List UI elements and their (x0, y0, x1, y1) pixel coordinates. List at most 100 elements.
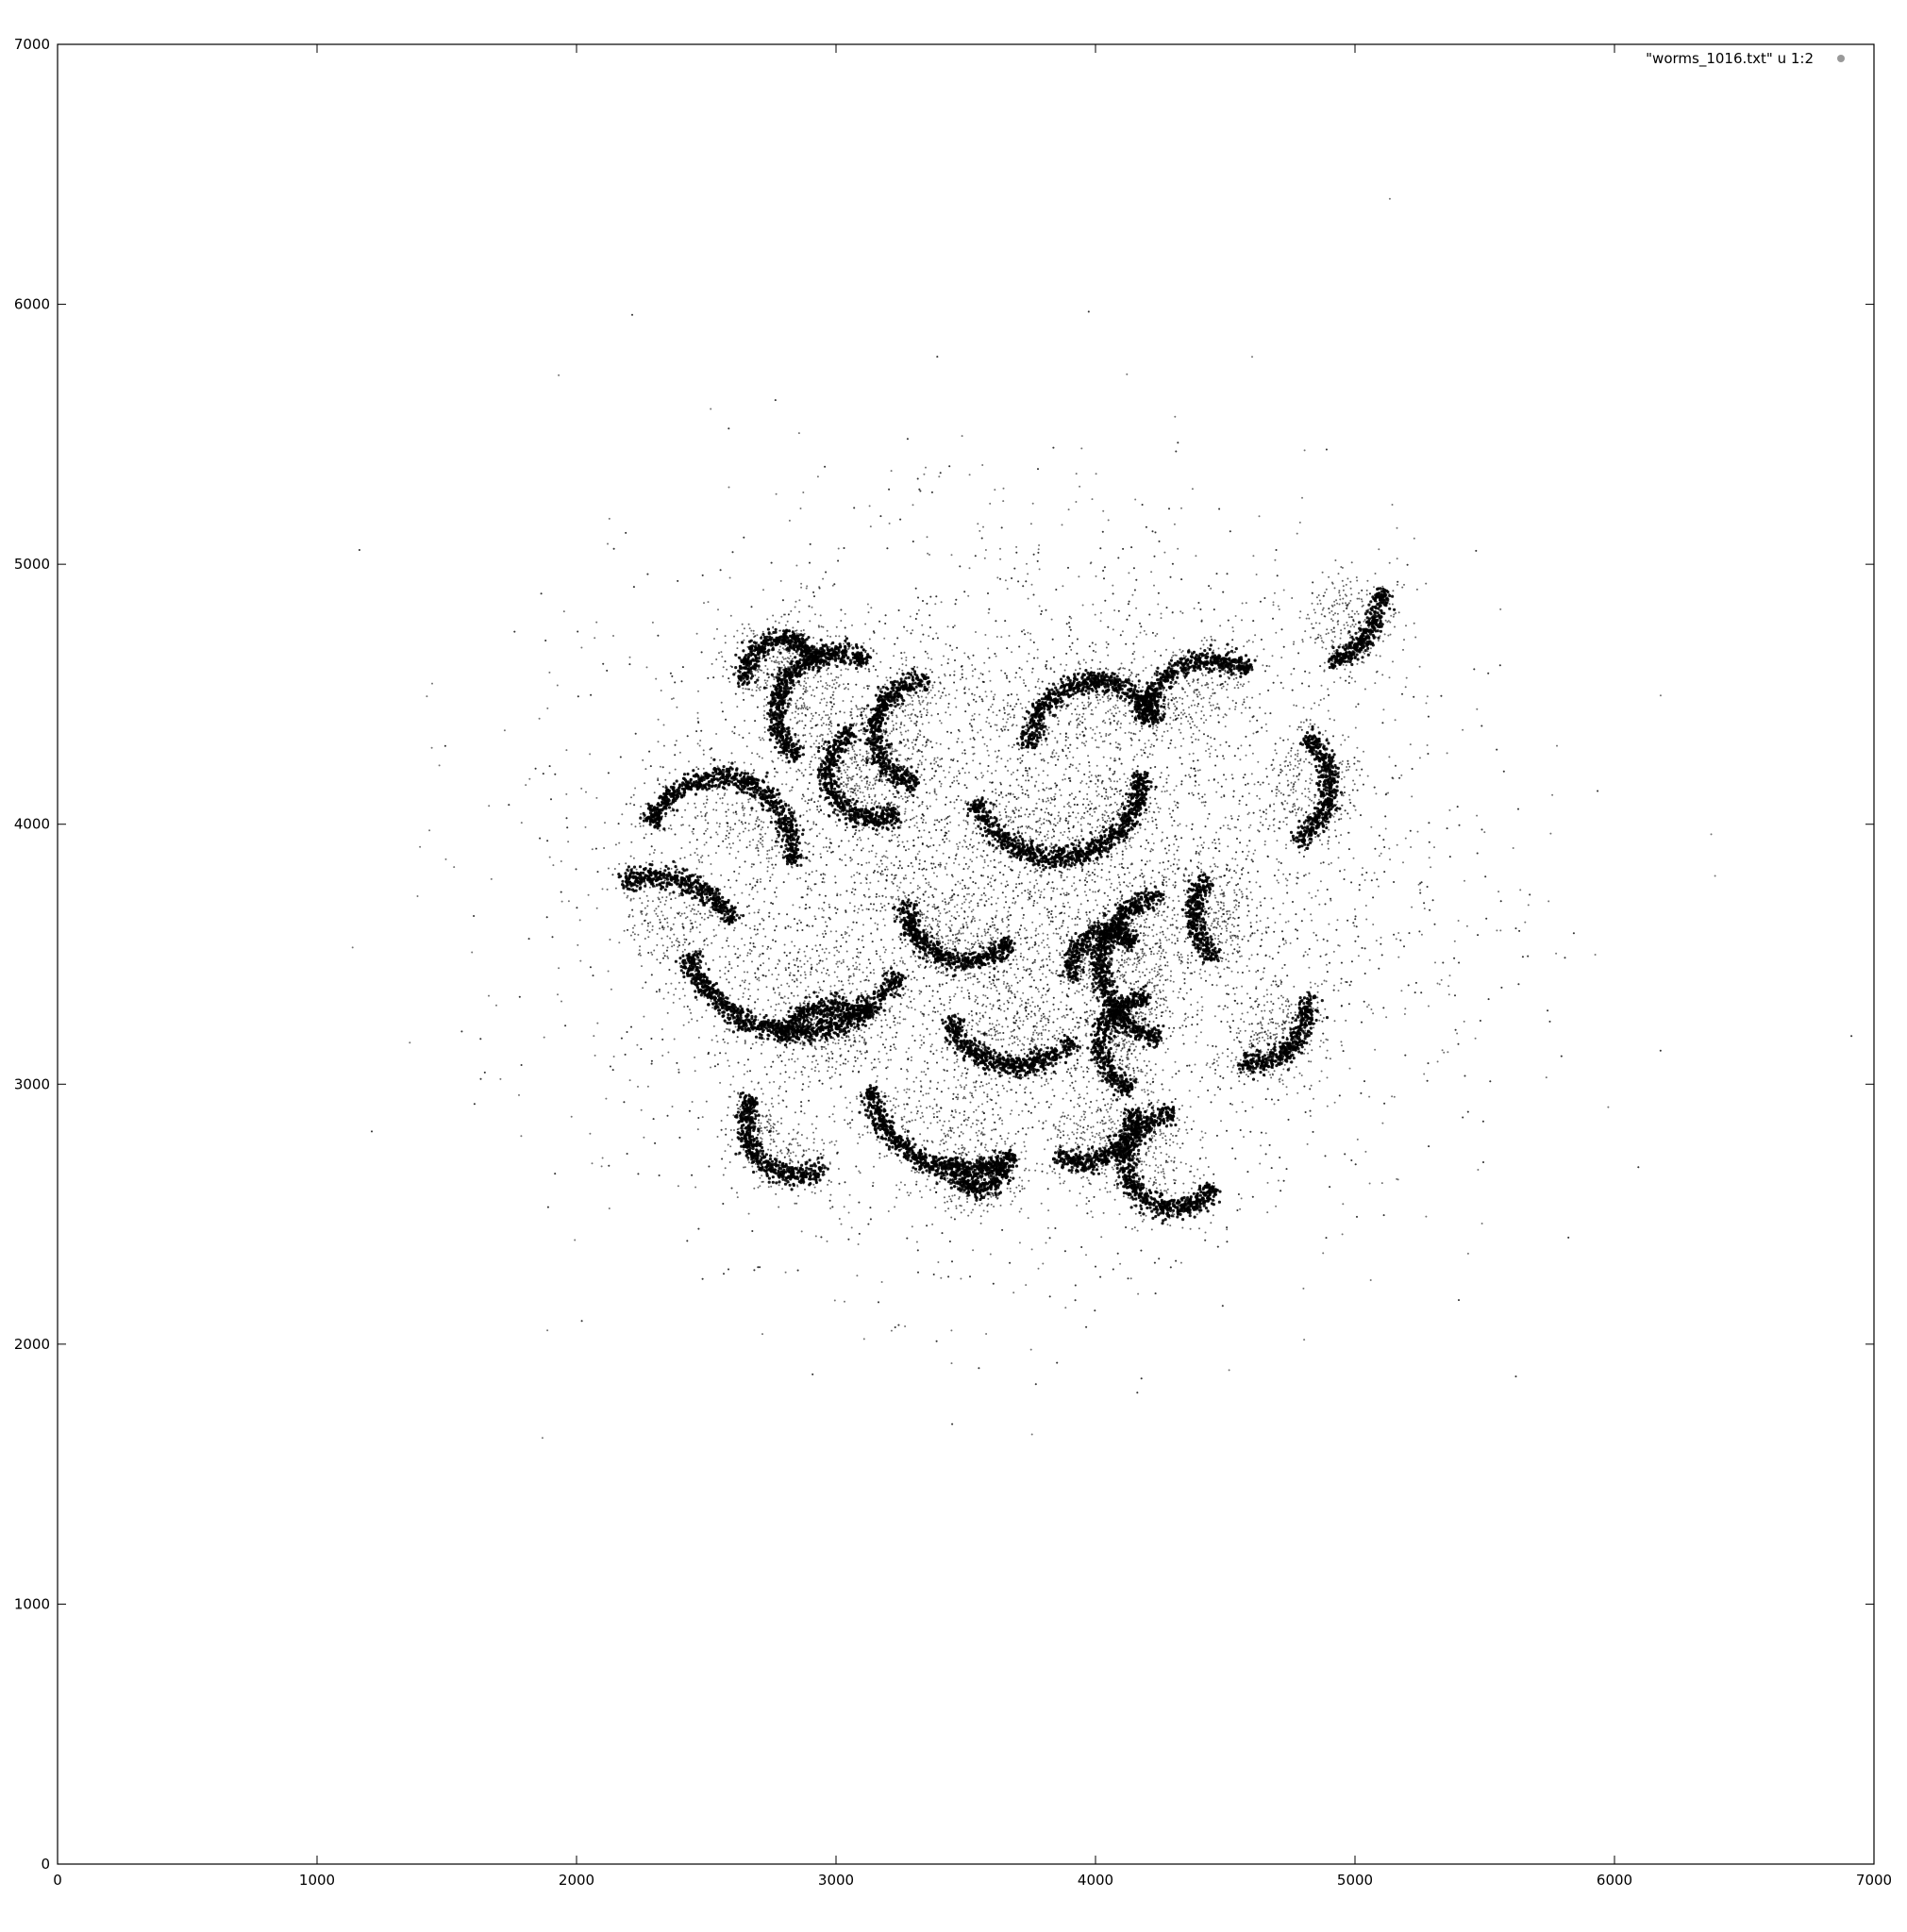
data-point (869, 782, 871, 784)
data-point (1381, 1123, 1383, 1124)
data-point (1260, 1144, 1262, 1146)
data-point (661, 1055, 663, 1057)
data-point (908, 1047, 910, 1049)
data-point (862, 642, 864, 644)
data-point (972, 759, 974, 761)
data-point (810, 958, 811, 959)
data-point (1165, 1000, 1167, 1002)
data-point (1293, 842, 1295, 844)
data-point (1307, 1143, 1309, 1145)
data-point (749, 844, 751, 846)
data-point (1114, 708, 1116, 709)
data-point (1007, 770, 1009, 772)
data-point (1305, 751, 1307, 753)
data-point (1184, 973, 1186, 974)
data-point (729, 1084, 731, 1086)
data-point (1031, 1248, 1033, 1250)
data-point (521, 822, 523, 824)
data-point (1429, 857, 1430, 858)
data-point (1112, 706, 1114, 708)
data-point (1031, 922, 1033, 924)
data-point (1195, 1064, 1196, 1066)
data-point (759, 979, 761, 981)
data-point (1146, 812, 1147, 814)
data-point (1079, 1055, 1081, 1057)
data-point (1483, 831, 1485, 833)
data-point (1064, 778, 1066, 780)
data-point (1151, 817, 1153, 819)
data-point (663, 952, 665, 954)
data-point (1318, 704, 1320, 706)
data-point (748, 894, 750, 896)
data-point (1464, 1021, 1465, 1023)
data-point (1126, 848, 1128, 850)
data-point (1215, 917, 1217, 919)
data-point (697, 717, 699, 719)
data-point (1234, 993, 1236, 995)
data-point (771, 846, 773, 848)
data-point (953, 802, 955, 804)
data-point (1285, 878, 1287, 880)
data-point (1397, 932, 1399, 934)
data-point (1011, 1031, 1012, 1033)
data-point (1259, 515, 1261, 517)
data-point (1160, 932, 1162, 934)
data-point (574, 1240, 576, 1241)
data-point (1340, 744, 1342, 746)
data-point (1111, 859, 1112, 861)
data-point (1132, 964, 1134, 966)
data-point (953, 780, 955, 782)
data-point (1290, 674, 1292, 675)
data-point (1126, 961, 1128, 963)
data-point (878, 880, 879, 882)
data-point (1043, 933, 1045, 935)
data-point (1129, 872, 1130, 874)
data-point (885, 896, 887, 898)
data-point (1152, 727, 1154, 729)
data-point (904, 1108, 906, 1110)
data-point (1278, 1180, 1280, 1182)
data-point (916, 822, 918, 824)
data-point (785, 783, 787, 785)
data-point (1397, 844, 1398, 846)
data-point (1106, 879, 1108, 881)
data-point (1296, 872, 1298, 874)
data-point (1015, 1101, 1017, 1103)
data-point (1326, 980, 1328, 982)
data-point (1076, 713, 1078, 715)
data-point (995, 910, 997, 912)
data-point (589, 1133, 591, 1135)
data-point (968, 902, 970, 904)
data-point (1167, 1224, 1169, 1225)
data-point (1375, 792, 1377, 794)
data-point (1189, 1090, 1191, 1091)
data-point (953, 995, 955, 997)
data-point (647, 1086, 649, 1088)
data-point (895, 1024, 896, 1026)
data-point (866, 753, 868, 755)
data-point (954, 1062, 956, 1064)
data-point (1217, 1064, 1219, 1066)
data-point (1106, 641, 1108, 643)
data-point (1199, 1080, 1201, 1082)
data-point (791, 790, 793, 791)
data-point (1088, 1179, 1090, 1181)
data-point (1169, 793, 1171, 795)
data-point (1260, 822, 1262, 824)
data-point (1011, 822, 1012, 824)
data-point (1277, 789, 1279, 791)
data-point (1164, 1052, 1166, 1054)
data-point (1154, 916, 1156, 918)
data-point (1022, 1076, 1024, 1078)
data-point (910, 616, 912, 618)
data-point (1151, 929, 1153, 931)
data-point (1192, 488, 1194, 490)
data-point (1279, 608, 1280, 610)
data-point (886, 1053, 888, 1055)
data-point (1319, 1080, 1321, 1082)
data-point (1168, 808, 1170, 809)
data-point (742, 980, 744, 982)
data-point (544, 1037, 545, 1039)
data-point (959, 841, 961, 843)
data-point (982, 994, 984, 996)
